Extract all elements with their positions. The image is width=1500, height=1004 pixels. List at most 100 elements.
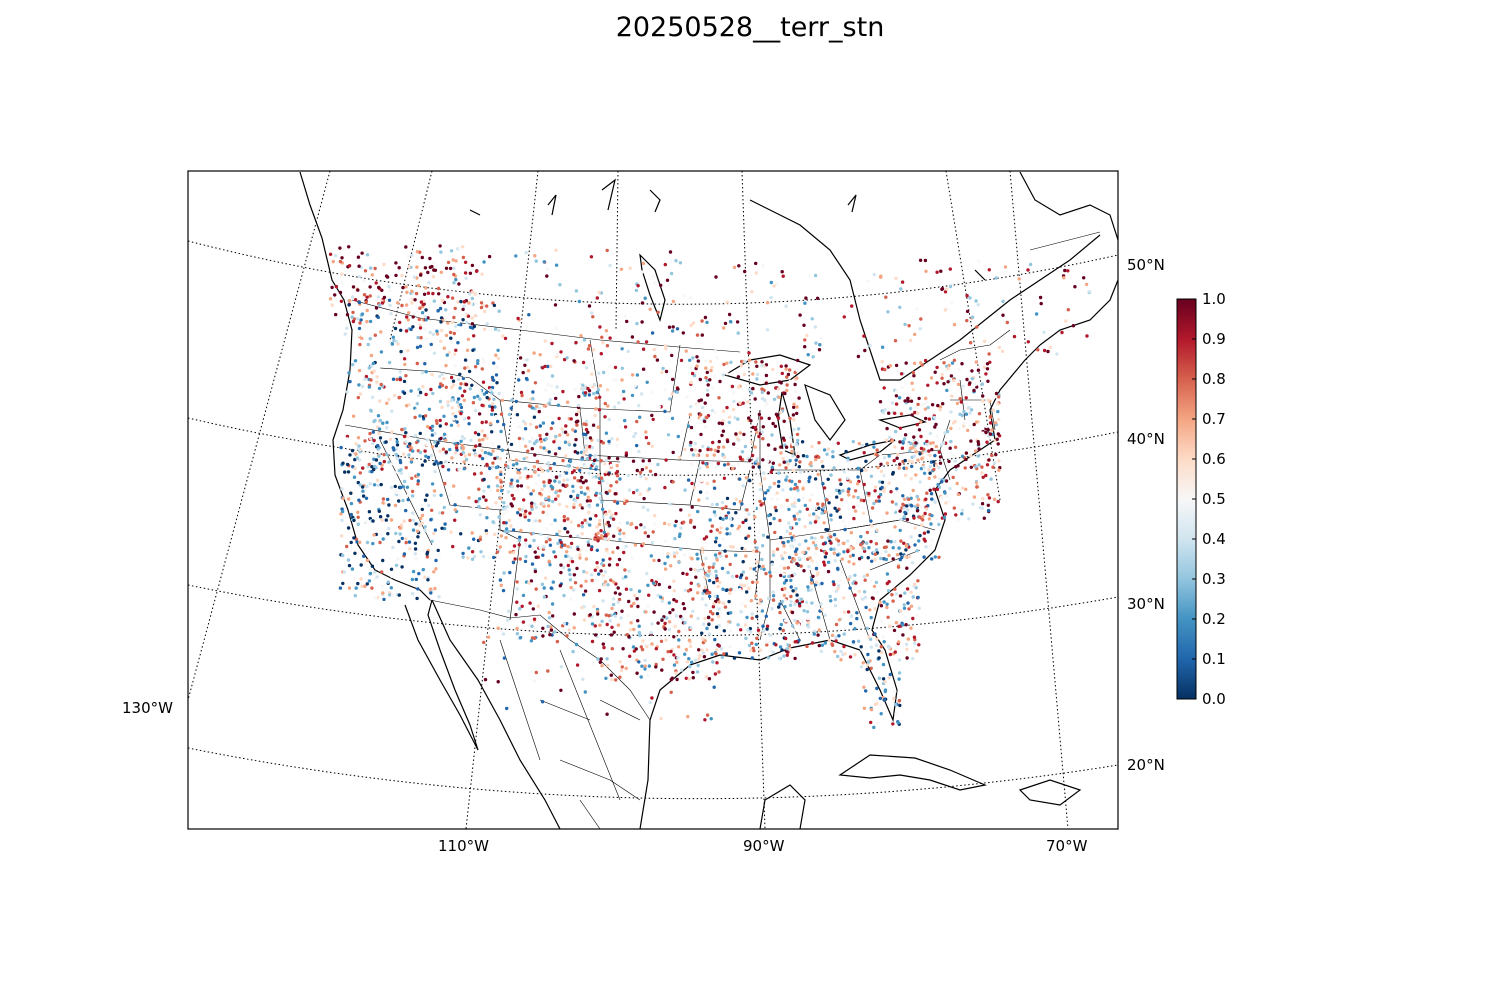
station-point <box>425 424 430 429</box>
station-point <box>975 481 979 485</box>
station-point <box>956 492 960 497</box>
station-point <box>595 452 599 456</box>
station-point <box>945 494 949 499</box>
station-point <box>842 632 846 636</box>
station-point <box>789 487 793 491</box>
station-point <box>1028 262 1033 267</box>
station-point <box>982 516 986 520</box>
station-point <box>881 662 886 667</box>
station-point <box>725 496 730 501</box>
station-point <box>814 546 819 551</box>
station-point <box>507 518 512 523</box>
station-point <box>416 535 420 539</box>
station-point <box>553 452 558 456</box>
station-point <box>870 559 874 563</box>
station-point <box>480 272 484 276</box>
station-point <box>616 526 620 531</box>
station-point <box>732 399 736 404</box>
station-point <box>448 330 453 335</box>
station-point <box>987 352 991 356</box>
station-point <box>859 665 864 669</box>
station-point <box>1082 276 1086 280</box>
station-point <box>785 475 789 479</box>
station-point <box>987 496 992 500</box>
station-point <box>581 480 585 485</box>
station-point <box>647 664 652 668</box>
station-point <box>641 459 645 463</box>
station-point <box>884 545 888 549</box>
station-point <box>962 409 966 414</box>
station-point <box>765 301 770 305</box>
station-point <box>380 467 384 471</box>
station-point <box>995 437 999 441</box>
station-point <box>795 445 800 449</box>
lat-label-40n: 40°N <box>1127 430 1165 448</box>
station-point <box>791 589 795 593</box>
station-point <box>708 590 712 595</box>
station-point <box>526 449 530 453</box>
station-point <box>918 258 923 262</box>
station-point <box>399 523 404 527</box>
station-point <box>584 464 588 469</box>
station-point <box>547 498 551 502</box>
station-point <box>482 360 486 364</box>
station-point <box>517 507 522 511</box>
station-point <box>784 578 788 583</box>
station-point <box>595 565 600 569</box>
station-point <box>774 386 778 390</box>
station-point <box>562 514 566 519</box>
station-point <box>814 604 819 608</box>
station-point <box>562 593 566 598</box>
station-point <box>508 570 512 575</box>
station-point <box>466 556 470 560</box>
station-point <box>984 473 988 478</box>
station-point <box>691 321 696 325</box>
station-point <box>942 361 946 365</box>
station-point <box>494 465 499 470</box>
station-point <box>510 478 514 482</box>
station-point <box>478 397 482 401</box>
station-point <box>471 505 476 510</box>
station-point <box>425 443 429 447</box>
station-point <box>813 543 818 548</box>
station-point <box>793 517 797 521</box>
station-point <box>741 560 745 564</box>
station-point <box>544 497 548 501</box>
station-point <box>836 553 840 557</box>
station-point <box>911 595 915 599</box>
station-point <box>571 489 575 493</box>
station-point <box>856 639 861 643</box>
station-point <box>722 476 727 480</box>
station-point <box>977 412 982 416</box>
station-point <box>646 583 650 587</box>
station-point <box>753 540 757 544</box>
station-point <box>693 658 698 662</box>
station-point <box>497 328 501 333</box>
station-point <box>523 559 528 564</box>
station-point <box>806 588 811 592</box>
station-point <box>692 525 697 529</box>
station-point <box>667 620 672 624</box>
station-point <box>352 536 356 540</box>
station-point <box>934 463 939 468</box>
station-point <box>591 385 595 389</box>
station-point <box>837 543 841 547</box>
station-point <box>808 556 812 560</box>
station-point <box>477 504 481 509</box>
station-point <box>922 471 927 475</box>
station-point <box>879 645 883 649</box>
station-point <box>855 482 860 486</box>
station-point <box>596 438 600 443</box>
station-point <box>1038 295 1043 300</box>
station-point <box>952 322 957 327</box>
station-point <box>481 357 485 362</box>
station-point <box>338 290 343 295</box>
station-point <box>521 419 526 424</box>
station-point <box>470 531 474 535</box>
station-point <box>691 609 695 613</box>
station-point <box>495 419 500 424</box>
station-point <box>791 504 795 508</box>
station-point <box>747 526 752 530</box>
station-point <box>799 470 803 474</box>
station-point <box>743 359 747 364</box>
